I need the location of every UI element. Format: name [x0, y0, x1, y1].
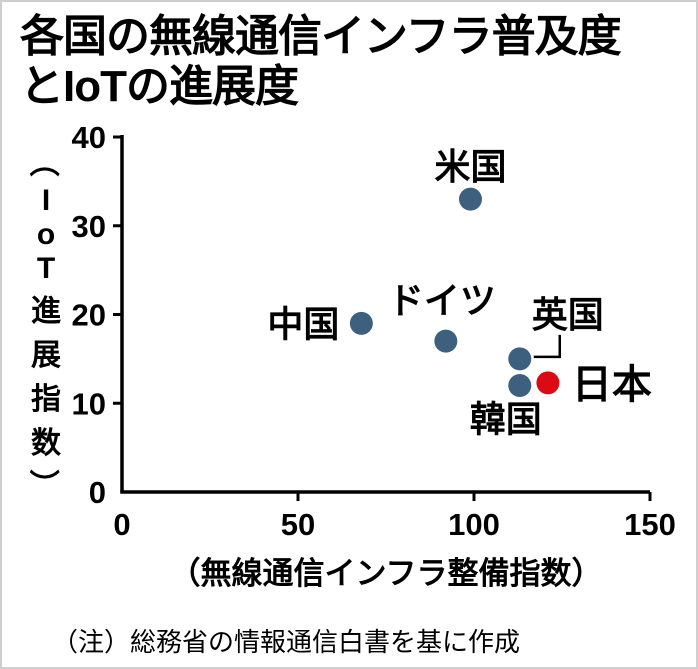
- y-axis-label-char: T: [36, 252, 56, 285]
- y-axis-label-char: 指: [31, 383, 61, 416]
- data-point-label: 米国: [434, 146, 506, 187]
- data-point-label: 日本: [572, 363, 652, 407]
- chart-title-line2: とIoTの進展度: [20, 62, 299, 112]
- y-axis-label-char: I: [41, 184, 51, 217]
- x-axis-label: （無線通信インフラ整備指数）: [169, 556, 603, 591]
- x-tick-label: 50: [281, 507, 315, 542]
- data-point: [508, 347, 532, 371]
- data-point: [349, 311, 373, 335]
- data-point-label: 韓国: [470, 399, 542, 440]
- y-axis-label-char: 数: [31, 427, 61, 460]
- x-tick-label: 0: [113, 507, 130, 542]
- y-axis-label-char: 展: [31, 339, 61, 372]
- x-tick-label: 150: [624, 507, 676, 542]
- y-tick-label: 40: [72, 120, 106, 155]
- chart-title: 各国の無線通信インフラ普及度 とIoTの進展度: [20, 12, 684, 112]
- chart-title-line1: 各国の無線通信インフラ普及度: [20, 12, 622, 61]
- y-tick-label: 20: [72, 298, 106, 333]
- y-tick-label: 0: [89, 475, 106, 510]
- data-point: [434, 329, 458, 353]
- y-tick-label: 30: [72, 209, 106, 244]
- x-tick-label: 100: [448, 507, 500, 542]
- data-point: [458, 187, 482, 211]
- source-note: （注）総務省の情報通信白書を基に作成: [52, 627, 521, 657]
- data-point-label: ドイツ: [388, 280, 496, 321]
- data-point-label: 中国: [267, 303, 339, 344]
- label-connector-line: [533, 334, 562, 359]
- y-tick-label: 10: [72, 386, 106, 421]
- y-axis-label-char: 進: [31, 295, 61, 328]
- y-axis-label-char: o: [36, 218, 56, 251]
- data-point-highlight: [536, 371, 560, 395]
- data-point: [508, 374, 532, 397]
- data-point-label: 英国: [532, 294, 604, 335]
